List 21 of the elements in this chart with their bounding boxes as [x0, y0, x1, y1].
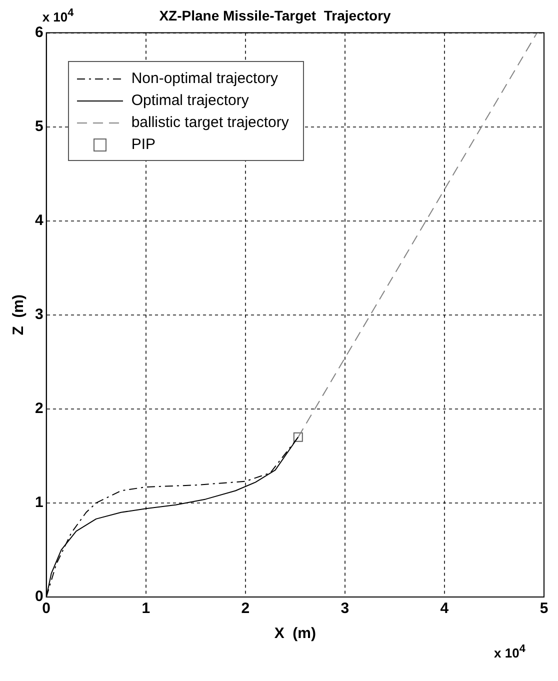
y-tick-label: 6 — [35, 24, 44, 41]
x-tick-label: 1 — [142, 600, 150, 618]
legend-label: ballistic target trajectory — [131, 114, 289, 132]
x-tick-label: 4 — [440, 600, 450, 618]
y-tick-label: 3 — [35, 306, 44, 324]
y-tick-label: 0 — [35, 588, 44, 606]
y-axis-title: Z (m) — [10, 294, 28, 336]
y-tick-label: 2 — [35, 400, 44, 418]
legend-label: Non-optimal trajectory — [131, 70, 278, 88]
y-tick-label: 1 — [35, 494, 44, 512]
chart-title: XZ-Plane Missile-Target Trajectory — [159, 7, 392, 24]
text: x 10$^{4}$ — [494, 643, 526, 660]
legend-label: Optimal trajectory — [131, 92, 249, 110]
y-tick-label: 5 — [35, 118, 44, 135]
y-tick-label: 4 — [35, 212, 44, 230]
legend-label: PIP — [131, 136, 156, 154]
x-axis-title: X (m) — [274, 625, 316, 642]
x-tick-label: 5 — [540, 600, 548, 618]
x-tick-label: 2 — [241, 600, 250, 618]
x-tick-label: 3 — [340, 600, 350, 618]
text: x 10$^{4}$ — [42, 6, 74, 24]
